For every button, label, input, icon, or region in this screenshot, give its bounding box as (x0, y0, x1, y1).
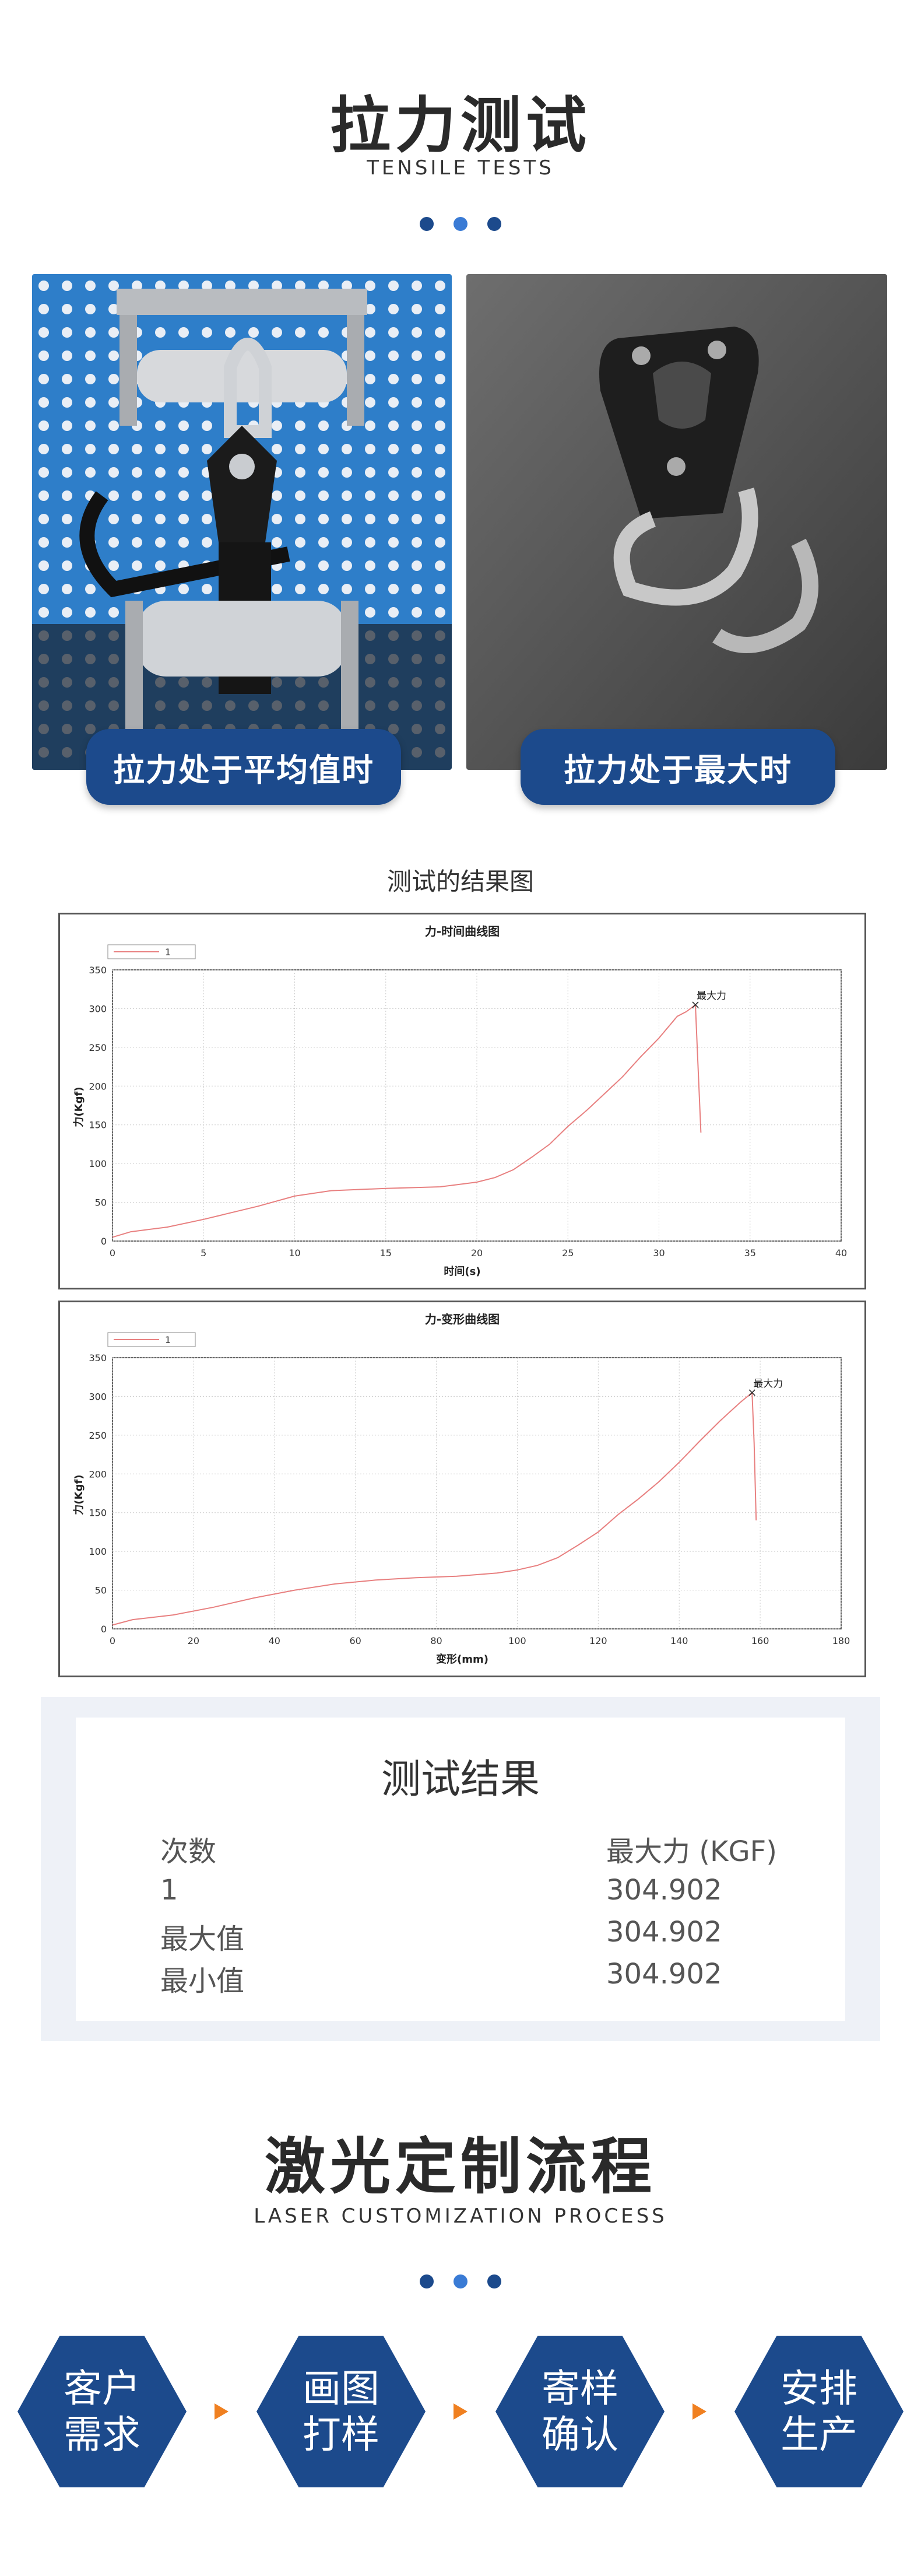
process-step-production: 安排 生产 (734, 2336, 904, 2487)
step-line: 寄样 (542, 2365, 618, 2411)
step-line: 客户 (64, 2365, 140, 2411)
tensile-photo-max (466, 274, 887, 770)
results-row-label: 最小值 (160, 1965, 245, 1997)
y-tick-label: 350 (89, 965, 107, 976)
results-card: 测试结果 次数 最大力 (KGF) 1 304.902 最大值 304.902 … (76, 1718, 845, 2021)
results-title: 测试结果 (381, 1757, 540, 1803)
y-tick-label: 100 (89, 1546, 107, 1557)
x-tick-label: 25 (562, 1247, 574, 1259)
y-tick-label: 300 (89, 1003, 107, 1014)
y-tick-label: 150 (89, 1508, 107, 1519)
x-tick-label: 10 (289, 1247, 300, 1259)
x-tick-label: 180 (832, 1635, 850, 1646)
chart-title: 力-时间曲线图 (425, 924, 500, 938)
section-subtitle: TENSILE TESTS (367, 156, 554, 180)
results-panel: 测试结果 次数 最大力 (KGF) 1 304.902 最大值 304.902 … (41, 1697, 880, 2041)
process-steps: 客户 需求 画图 打样 寄样 确认 安排 生产 (0, 2333, 921, 2490)
step-line: 生产 (781, 2412, 857, 2457)
series-line (112, 1003, 702, 1238)
dot (454, 217, 467, 231)
force-deformation-chart-svg: 力-变形曲线图 1 0 50 100 150 200 250 300 350 0 20 40 60 80 10… (73, 1312, 850, 1666)
series-line (112, 1391, 757, 1626)
dot (420, 2274, 434, 2288)
peak-marker (692, 1001, 699, 1008)
x-tick-label: 160 (751, 1635, 769, 1646)
results-col1-header: 次数 (160, 1835, 217, 1868)
x-tick-label: 40 (269, 1635, 280, 1646)
dot (487, 2274, 501, 2288)
x-tick-label: 100 (508, 1635, 526, 1646)
y-tick-label: 50 (95, 1197, 107, 1208)
x-tick-label: 0 (110, 1635, 115, 1646)
results-row-value: 304.902 (606, 1874, 722, 1906)
y-tick-label: 150 (89, 1120, 107, 1131)
caption-average: 拉力处于平均值时 (86, 729, 401, 805)
results-row-value: 304.902 (606, 1958, 722, 1990)
y-axis-label: 力(Kgf) (73, 1474, 85, 1515)
process-subtitle: LASER CUSTOMIZATION PROCESS (254, 2205, 667, 2228)
caption-max: 拉力处于最大时 (521, 729, 835, 805)
legend-label: 1 (165, 1334, 171, 1345)
arrow-right-icon (215, 2403, 229, 2420)
x-tick-label: 60 (349, 1635, 361, 1646)
tensile-photo-average (32, 274, 452, 770)
dot (487, 217, 501, 231)
peak-marker (748, 1389, 755, 1396)
y-tick-label: 250 (89, 1430, 107, 1441)
dot-indicator (0, 2274, 921, 2288)
y-tick-label: 100 (89, 1158, 107, 1169)
x-tick-label: 15 (380, 1247, 392, 1259)
step-line: 确认 (542, 2412, 618, 2457)
chart-title: 力-变形曲线图 (425, 1312, 500, 1326)
results-row-value: 304.902 (606, 1916, 722, 1948)
x-axis-label: 变形(mm) (436, 1653, 488, 1666)
process-step-confirm-sample: 寄样 确认 (495, 2336, 665, 2487)
y-tick-label: 50 (95, 1585, 107, 1596)
y-axis-label: 力(Kgf) (73, 1087, 85, 1127)
x-tick-label: 35 (744, 1247, 756, 1259)
dot (454, 2274, 467, 2288)
peak-annotation: 最大力 (753, 1378, 783, 1390)
force-time-chart: 力-时间曲线图 1 0 50 100 150 200 250 300 350 0 5 10 15 20 25 3… (58, 913, 866, 1289)
plot-area (112, 1357, 842, 1629)
results-row-label: 最大值 (160, 1923, 245, 1955)
x-tick-label: 5 (201, 1247, 206, 1259)
y-tick-label: 350 (89, 1352, 107, 1364)
x-tick-label: 80 (430, 1635, 442, 1646)
arrow-right-icon (692, 2403, 706, 2420)
dot-indicator (0, 217, 921, 231)
results-row-label: 1 (160, 1874, 178, 1906)
y-tick-label: 250 (89, 1042, 107, 1053)
peak-annotation: 最大力 (697, 990, 726, 1002)
x-tick-label: 0 (110, 1247, 115, 1259)
arrow-right-icon (454, 2403, 467, 2420)
y-tick-label: 200 (89, 1081, 107, 1092)
x-tick-label: 40 (835, 1247, 847, 1259)
process-title: 激光定制流程 (264, 2131, 656, 2202)
y-tick-label: 300 (89, 1391, 107, 1402)
x-tick-label: 120 (589, 1635, 607, 1646)
dot (420, 217, 434, 231)
x-tick-label: 140 (670, 1635, 688, 1646)
section-title: 拉力测试 (329, 90, 591, 161)
step-line: 安排 (781, 2365, 857, 2411)
force-deformation-chart: 力-变形曲线图 1 0 50 100 150 200 250 300 350 0 20 40 60 80 10… (58, 1301, 866, 1677)
step-line: 打样 (303, 2412, 379, 2457)
results-heading: 测试的结果图 (386, 867, 534, 896)
results-col2-header: 最大力 (KGF) (606, 1835, 777, 1868)
step-line: 画图 (303, 2365, 379, 2411)
y-tick-label: 200 (89, 1469, 107, 1480)
step-line: 需求 (64, 2412, 140, 2457)
process-step-customer-needs: 客户 需求 (17, 2336, 187, 2487)
legend-label: 1 (165, 947, 171, 958)
y-tick-label: 0 (101, 1624, 107, 1635)
y-tick-label: 0 (101, 1236, 107, 1247)
x-axis-label: 时间(s) (444, 1266, 480, 1278)
x-tick-label: 30 (653, 1247, 665, 1259)
process-step-drawing-sample: 画图 打样 (256, 2336, 426, 2487)
x-tick-label: 20 (188, 1635, 199, 1646)
x-tick-label: 20 (471, 1247, 483, 1259)
